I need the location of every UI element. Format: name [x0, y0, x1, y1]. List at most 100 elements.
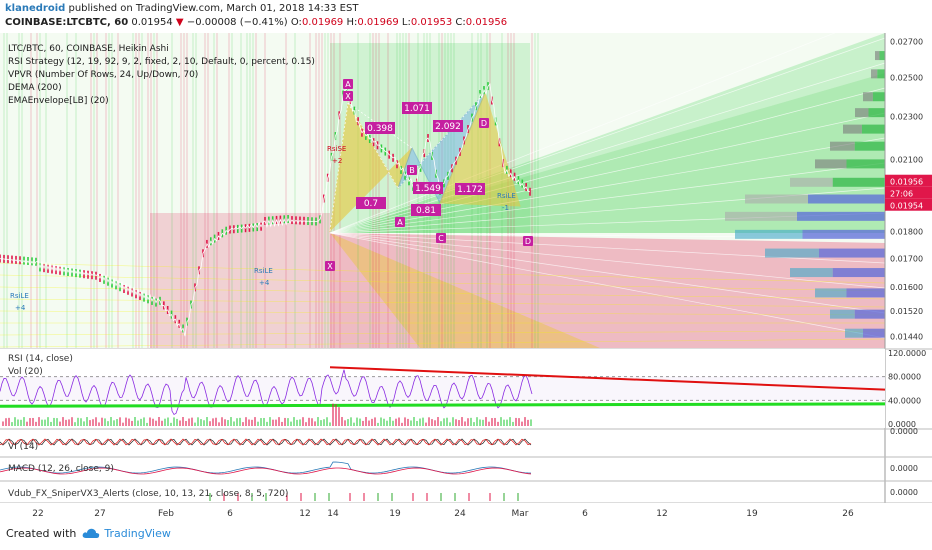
volume-bar: [194, 422, 196, 426]
volume-bar: [212, 418, 214, 426]
volume-bar: [251, 419, 253, 426]
bg-stripe: [93, 33, 95, 348]
volume-bar: [491, 418, 493, 426]
horizontal-fib-line: [0, 262, 886, 284]
volume-bar: [335, 404, 337, 426]
bg-stripe: [252, 33, 254, 348]
volume-bar: [275, 419, 277, 426]
high-value: 0.01969: [357, 17, 399, 28]
volume-bar: [29, 418, 31, 426]
sniper-pane-label: Vdub_FX_SniperVX3_Alerts (close, 10, 13,…: [8, 489, 288, 499]
rsi-tick-label: 40.0000: [888, 396, 921, 405]
bg-stripe: [156, 33, 158, 348]
ratio-label: 0.398: [367, 124, 393, 134]
rsi-trendline-resistance: [329, 366, 886, 391]
volume-bar: [89, 420, 91, 426]
bg-stripe: [66, 33, 68, 348]
volume-bar: [221, 417, 223, 426]
horizontal-fib-line: [0, 286, 886, 300]
rsi-tick-label: 80.0000: [888, 373, 921, 382]
bg-stripe: [207, 33, 209, 348]
vpvr-bar-up: [863, 328, 885, 338]
volume-bar: [254, 417, 256, 426]
harmonic-ratio-line: [329, 102, 349, 232]
volume-bar: [281, 421, 283, 426]
pattern-point-text: A: [345, 80, 351, 89]
bg-stripe: [228, 33, 230, 348]
price-axis-bg: [885, 33, 932, 503]
volume-bar: [470, 417, 472, 426]
bg-stripe: [318, 33, 320, 348]
time-tick-label: 24: [454, 509, 466, 519]
pattern-point-label: A: [395, 217, 405, 227]
volume-bar: [206, 417, 208, 426]
indicator-legend-item: DEMA (200): [8, 83, 62, 93]
vpvr-bar-up: [846, 288, 885, 298]
pattern-point-badge: [479, 118, 489, 128]
horizontal-fib-line: [0, 310, 886, 316]
bg-stripe: [183, 33, 185, 348]
close-label: C:: [455, 17, 466, 28]
volume-bar: [527, 419, 529, 426]
indicator-legend-item: VPVR (Number Of Rows, 24, Up/Down, 70): [8, 70, 198, 80]
volume-bar: [104, 418, 106, 426]
volume-bar: [245, 417, 247, 426]
pattern-point-label: A: [343, 79, 353, 89]
ratio-badge: [411, 204, 441, 216]
volume-bar: [152, 418, 154, 426]
author-link[interactable]: klanedroid: [5, 3, 66, 14]
rsi-band: [0, 376, 885, 401]
last-price: 0.01954: [131, 17, 173, 28]
time-tick-label: 26: [842, 509, 854, 519]
price-tick-label: 0.01700: [890, 255, 923, 264]
bg-stripe: [39, 33, 41, 348]
volume-bar: [461, 417, 463, 426]
vi-tick-label: 0.0000: [890, 427, 918, 436]
volume-bar: [59, 421, 61, 426]
volume-bar: [80, 418, 82, 426]
volume-bar: [317, 417, 319, 426]
volume-bar: [188, 418, 190, 426]
bg-stripe: [531, 33, 533, 348]
bg-stripe: [246, 33, 248, 348]
ratio-label: 1.172: [457, 185, 483, 195]
volume-bar: [146, 422, 148, 426]
signal-label: RsiSE: [327, 145, 346, 153]
tradingview-chart[interactable]: AXBACDDX0.3981.0711.5492.0921.1720.70.81…: [0, 33, 932, 525]
volume-bar: [488, 421, 490, 426]
volume-bar: [215, 417, 217, 426]
volume-bar: [482, 419, 484, 426]
volume-bar: [113, 420, 115, 426]
volume-bar: [257, 421, 259, 426]
volume-bar: [23, 417, 25, 426]
volume-bar: [182, 417, 184, 426]
bg-stripe: [111, 33, 113, 348]
harmonic-ratio-line: [347, 102, 413, 149]
bg-stripe: [213, 33, 215, 348]
volume-bar: [134, 417, 136, 426]
volume-bar: [308, 417, 310, 426]
volume-bar: [5, 418, 7, 426]
vpvr-bar-up: [802, 229, 885, 239]
time-tick-label: 22: [32, 509, 43, 519]
vpvr-bar-down: [863, 92, 873, 102]
vpvr-bar-up: [808, 194, 885, 204]
volume-bar: [326, 417, 328, 426]
volume-bar: [392, 420, 394, 426]
ratio-badge: [433, 120, 463, 132]
vpvr-bar-down: [765, 248, 819, 258]
pattern-point-badge: [325, 261, 335, 271]
volume-bar: [284, 417, 286, 426]
volume-bar: [65, 419, 67, 426]
macd-pane-label: MACD (12, 26, close, 9): [8, 464, 114, 474]
bg-stripe: [195, 33, 197, 348]
volume-bar: [131, 420, 133, 426]
fan-line: [329, 37, 886, 234]
volume-bar: [14, 417, 16, 426]
volume-bar: [410, 420, 412, 426]
bg-stripe: [264, 33, 266, 348]
vpvr-bar-down: [855, 108, 869, 118]
volume-bar: [485, 417, 487, 426]
time-tick-label: 12: [656, 509, 667, 519]
tradingview-brand[interactable]: TradingView: [82, 527, 171, 540]
